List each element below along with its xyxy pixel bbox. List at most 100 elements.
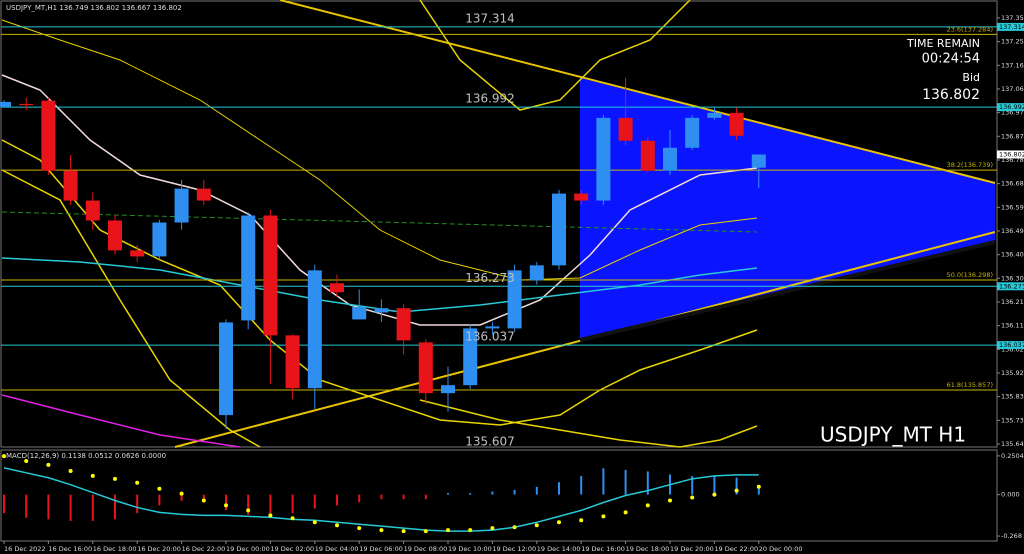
level-axis-label: 136.273 [999, 282, 1024, 290]
signal-dot [290, 516, 295, 521]
x-tick-label: 19 Dec 12:00 [492, 545, 536, 553]
candle-body [174, 188, 189, 223]
y-tick-label: -0.268 [1001, 532, 1022, 540]
macd-frame [0, 449, 998, 542]
signal-dot [157, 486, 162, 491]
plot-layer [0, 26, 997, 430]
signal-dot [756, 484, 761, 489]
x-tick-label: 19 Dec 06:00 [359, 545, 403, 553]
y-tick-label: 137.065 [1001, 85, 1024, 93]
candle-body [263, 215, 278, 336]
candle-body [751, 154, 766, 168]
band-line [419, 0, 691, 111]
x-tick-label: 19 Dec 18:00 [626, 545, 670, 553]
signal-dot [201, 498, 206, 503]
watermark: USDJPY_MT H1 [820, 423, 966, 447]
signal-dot [490, 526, 495, 531]
chart-title: USDJPY_MT,H1 136.749 136.802 136.667 136… [6, 4, 182, 12]
candle-body [640, 140, 655, 171]
y-tick-label: 136.970 [1001, 109, 1024, 117]
low-label: 135.607 [465, 435, 515, 449]
candle-body [685, 117, 700, 148]
signal-dot [668, 498, 672, 503]
candle-body [108, 220, 122, 251]
band-line [419, 399, 758, 448]
level-axis-label: 137.314 [999, 23, 1024, 31]
moving-average [1, 394, 241, 448]
signal-dot [246, 508, 251, 513]
bid-box [997, 150, 1024, 159]
candle-body [41, 100, 56, 171]
x-tick-label: 19 Dec 02:00 [270, 545, 314, 553]
y-tick-label: 136.780 [1001, 156, 1024, 164]
y-tick-label: 135.925 [1001, 369, 1024, 377]
x-tick-label: 16 Dec 20:00 [137, 545, 181, 553]
bid-label: Bid [962, 71, 980, 84]
bid-axis-label: 136.802 [999, 150, 1024, 158]
signal-dot [534, 523, 539, 528]
x-tick-label: 19 Dec 04:00 [315, 545, 359, 553]
candle-body [552, 193, 566, 266]
signal-dot [179, 491, 184, 496]
candle-body [19, 103, 34, 106]
signal-dot [579, 518, 584, 523]
signal-dot [645, 503, 650, 508]
x-tick-label: 19 Dec 08:00 [404, 545, 448, 553]
y-tick-label: 0.000 [1001, 491, 1020, 499]
level-box [997, 22, 1024, 31]
candle-body [441, 385, 455, 394]
y-tick-label: 136.685 [1001, 180, 1024, 188]
candle-body [374, 308, 389, 313]
signal-dot [423, 529, 428, 534]
candle-body [729, 112, 744, 136]
candle-body [63, 170, 78, 201]
band-line [1, 19, 758, 281]
x-tick-label: 19 Dec 16:00 [581, 545, 625, 553]
candle-body [130, 250, 145, 257]
y-tick-label: 135.735 [1001, 416, 1024, 424]
signal-dot [712, 492, 717, 497]
candle-body [219, 322, 233, 416]
candle-body [485, 326, 500, 329]
signal-dot [312, 520, 317, 525]
y-tick-label: 136.020 [1001, 345, 1024, 353]
y-tick-label: 136.305 [1001, 274, 1024, 282]
y-tick-label: 137.255 [1001, 38, 1024, 46]
signal-dot [734, 488, 739, 493]
trendline [579, 240, 996, 342]
candle-body [241, 215, 256, 321]
level-label: 137.314 [465, 11, 515, 25]
level-axis-label: 136.037 [999, 341, 1024, 349]
y-tick-label: 136.875 [1001, 132, 1024, 140]
candle-body [618, 117, 633, 141]
signal-dot [446, 528, 450, 533]
signal-dot [557, 520, 561, 525]
candle-body [307, 270, 322, 389]
x-tick-label: 16 Dec 22:00 [182, 545, 226, 553]
x-tick-label: 19 Dec 10:00 [448, 545, 492, 553]
candle-body [707, 112, 722, 118]
y-tick-label: 136.590 [1001, 203, 1024, 211]
x-tick-label: 16 Dec 2022 [4, 545, 46, 553]
fib-label: 50.0(136.298) [947, 271, 993, 279]
signal-dot [401, 529, 406, 534]
candle-body [196, 188, 211, 201]
fib-label: 38.2(136.739) [947, 161, 993, 169]
dashed-line [1, 211, 758, 233]
x-tick-label: 16 Dec 18:00 [93, 545, 137, 553]
trendline [279, 0, 996, 184]
macd-title: MACD(12,26,9) 0.1138 0.0512 0.0626 0.000… [6, 452, 166, 460]
main-frame [0, 0, 998, 448]
signal-dot [24, 459, 29, 464]
candle-body [596, 117, 611, 201]
y-tick-label: 136.400 [1001, 251, 1024, 259]
level-label: 136.037 [465, 330, 515, 344]
fib-label: 23.6(137.284) [947, 25, 993, 33]
signal-dot [135, 480, 140, 485]
y-tick-label: 135.830 [1001, 393, 1024, 401]
macd-line [3, 467, 759, 532]
candle-body [574, 193, 589, 201]
level-axis-label: 136.992 [999, 103, 1024, 111]
x-tick-label: 19 Dec 00:00 [226, 545, 270, 553]
